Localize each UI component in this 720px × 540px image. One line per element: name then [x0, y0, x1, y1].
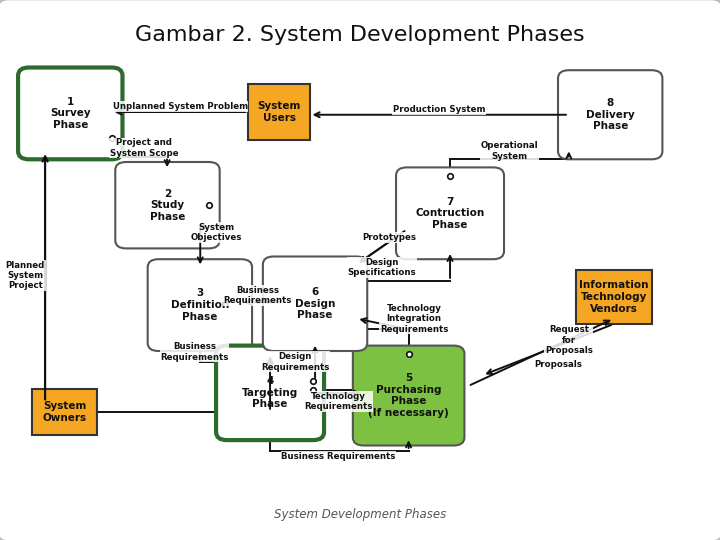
Text: System Development Phases: System Development Phases — [274, 508, 446, 521]
FancyBboxPatch shape — [396, 167, 504, 259]
Text: 3
Definition
Phase: 3 Definition Phase — [171, 288, 229, 322]
Text: 8
Delivery
Phase: 8 Delivery Phase — [586, 98, 634, 131]
FancyBboxPatch shape — [32, 389, 97, 435]
Text: 6
Design
Phase: 6 Design Phase — [295, 287, 336, 320]
Text: 4
Targeting
Phase: 4 Targeting Phase — [242, 376, 298, 409]
Text: Design
Requirements: Design Requirements — [261, 352, 330, 372]
Text: System
Owners: System Owners — [42, 401, 87, 422]
Text: Proposals: Proposals — [534, 360, 582, 369]
Text: 1
Survey
Phase: 1 Survey Phase — [50, 97, 91, 130]
Text: Operational
System: Operational System — [481, 141, 539, 161]
Text: Gambar 2. System Development Phases: Gambar 2. System Development Phases — [135, 25, 585, 45]
Text: Request
for
Proposals: Request for Proposals — [545, 325, 593, 355]
FancyBboxPatch shape — [353, 346, 464, 446]
FancyBboxPatch shape — [558, 70, 662, 159]
Text: Production System: Production System — [393, 105, 485, 114]
Text: Prototypes: Prototypes — [362, 233, 416, 242]
FancyBboxPatch shape — [576, 270, 652, 324]
Text: Design
Specifications: Design Specifications — [347, 258, 416, 277]
FancyBboxPatch shape — [248, 84, 310, 140]
Text: Technology
Requirements: Technology Requirements — [305, 392, 373, 411]
Text: Project and
System Scope: Project and System Scope — [109, 138, 179, 158]
FancyBboxPatch shape — [263, 256, 367, 351]
Text: Business
Requirements: Business Requirements — [161, 342, 229, 362]
Text: Unplanned System Problem: Unplanned System Problem — [112, 102, 248, 111]
Text: Business
Requirements: Business Requirements — [224, 286, 292, 305]
Text: Business Requirements: Business Requirements — [282, 452, 395, 461]
FancyBboxPatch shape — [148, 259, 252, 351]
Text: 2
Study
Phase: 2 Study Phase — [150, 188, 185, 222]
FancyBboxPatch shape — [18, 68, 122, 159]
Text: 7
Contruction
Phase: 7 Contruction Phase — [415, 197, 485, 230]
Text: System
Objectives: System Objectives — [190, 222, 242, 242]
Text: Information
Technology
Vendors: Information Technology Vendors — [579, 280, 649, 314]
FancyBboxPatch shape — [115, 162, 220, 248]
Text: 5
Purchasing
Phase
(If necessary): 5 Purchasing Phase (If necessary) — [368, 373, 449, 418]
Text: System
Users: System Users — [257, 102, 301, 123]
Text: Planned
System
Project: Planned System Project — [6, 260, 45, 291]
Text: Technology
Integration
Requirements: Technology Integration Requirements — [380, 303, 449, 334]
FancyBboxPatch shape — [216, 346, 324, 440]
